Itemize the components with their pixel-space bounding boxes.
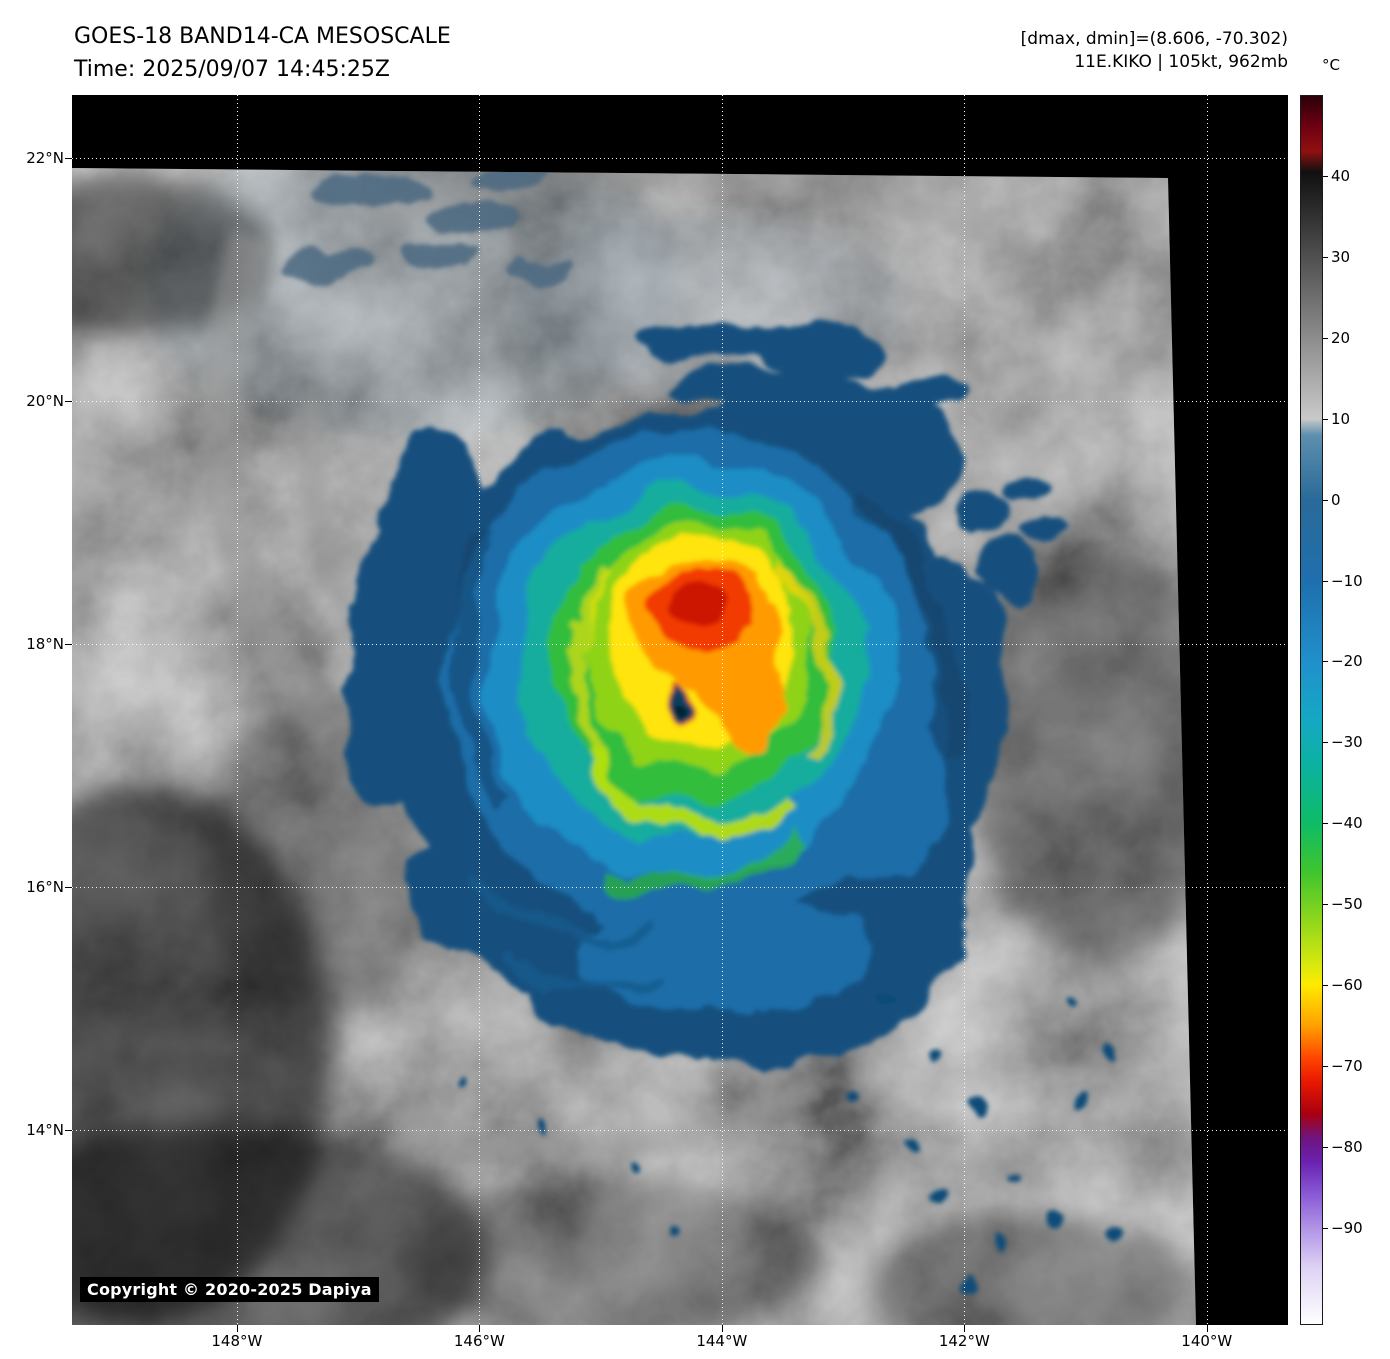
lat-tick-label: 22°N bbox=[26, 149, 64, 168]
colorbar-tick-mark bbox=[1323, 985, 1328, 987]
colorbar-tick-label: −80 bbox=[1331, 1137, 1363, 1156]
colorbar-tick-mark bbox=[1323, 418, 1328, 420]
copyright-label: Copyright © 2020-2025 Dapiya bbox=[80, 1277, 379, 1302]
colorbar-tick-label: −30 bbox=[1331, 733, 1363, 752]
lat-tick-mark bbox=[65, 1129, 72, 1131]
colorbar-tick-mark bbox=[1323, 337, 1328, 339]
colorbar-tick-label: −40 bbox=[1331, 814, 1363, 833]
spiral-bands bbox=[469, 559, 837, 989]
plot-area: Copyright © 2020-2025 Dapiya bbox=[72, 95, 1288, 1325]
storm-core bbox=[627, 561, 783, 758]
lat-tick-label: 16°N bbox=[26, 877, 64, 896]
colorbar-tick-mark bbox=[1323, 499, 1328, 501]
colorbar-tick-mark bbox=[1323, 256, 1328, 258]
lat-gridline bbox=[72, 158, 1288, 160]
colorbar-tick-label: −10 bbox=[1331, 571, 1363, 590]
storm-info: 11E.KIKO | 105kt, 962mb bbox=[1074, 52, 1288, 72]
page-title: GOES-18 BAND14-CA MESOSCALE bbox=[74, 24, 451, 49]
lon-tick-label: 140°W bbox=[1181, 1332, 1233, 1350]
colorbar-tick-mark bbox=[1323, 1227, 1328, 1229]
timestamp: Time: 2025/09/07 14:45:25Z bbox=[74, 57, 390, 82]
lat-gridline bbox=[72, 400, 1288, 402]
dmax-dmin-info: [dmax, dmin]=(8.606, -70.302) bbox=[1020, 29, 1288, 49]
colorbar-tick-mark bbox=[1323, 904, 1328, 906]
lon-gridline bbox=[964, 95, 966, 1325]
colorbar-tick-mark bbox=[1323, 580, 1328, 582]
thin-cloud-patches bbox=[284, 169, 572, 280]
colorbar-tick-label: −50 bbox=[1331, 895, 1363, 914]
colorbar-unit-label: °C bbox=[1322, 56, 1340, 74]
storm-eye bbox=[666, 683, 700, 717]
lat-tick-label: 20°N bbox=[26, 391, 64, 410]
lon-tick-mark bbox=[479, 1325, 481, 1332]
lon-tick-mark bbox=[236, 1325, 238, 1332]
lat-tick-mark bbox=[65, 158, 72, 160]
colorbar-tick-mark bbox=[1323, 661, 1328, 663]
colorbar-tick-label: 10 bbox=[1331, 409, 1351, 428]
lat-tick-mark bbox=[65, 400, 72, 402]
colorbar-tick-mark bbox=[1323, 823, 1328, 825]
colorbar-tick-label: 30 bbox=[1331, 247, 1351, 266]
lon-tick-label: 148°W bbox=[211, 1332, 263, 1350]
lon-tick-mark bbox=[721, 1325, 723, 1332]
lon-tick-label: 146°W bbox=[453, 1332, 505, 1350]
colorbar-tick-mark bbox=[1323, 1066, 1328, 1068]
lat-tick-mark bbox=[65, 886, 72, 888]
lon-tick-label: 144°W bbox=[696, 1332, 748, 1350]
lat-gridline bbox=[72, 643, 1288, 645]
colorbar-tick-label: −90 bbox=[1331, 1218, 1363, 1237]
lat-gridline bbox=[72, 886, 1288, 888]
colorbar-tick-label: 0 bbox=[1331, 490, 1341, 509]
header: GOES-18 BAND14-CA MESOSCALE Time: 2025/0… bbox=[74, 20, 451, 86]
lon-gridline bbox=[1206, 95, 1208, 1325]
colorbar-tick-mark bbox=[1323, 175, 1328, 177]
scattered-cold-cells bbox=[447, 987, 1120, 1292]
lon-gridline bbox=[236, 95, 238, 1325]
hurricane-graphic bbox=[284, 169, 1120, 1292]
satellite-image bbox=[72, 95, 1288, 1325]
lon-tick-mark bbox=[964, 1325, 966, 1332]
colorbar-tick-mark bbox=[1323, 1146, 1328, 1148]
lat-tick-mark bbox=[65, 643, 72, 645]
lat-gridline bbox=[72, 1129, 1288, 1131]
colorbar-tick-label: −60 bbox=[1331, 976, 1363, 995]
scan-region bbox=[72, 168, 1196, 1325]
gray-cloud-bands bbox=[201, 168, 999, 1164]
lon-gridline bbox=[721, 95, 723, 1325]
lat-tick-label: 18°N bbox=[26, 634, 64, 653]
lat-tick-label: 14°N bbox=[26, 1120, 64, 1139]
colorbar-tick-label: 40 bbox=[1331, 166, 1351, 185]
info-block: [dmax, dmin]=(8.606, -70.302) 11E.KIKO |… bbox=[1021, 28, 1288, 74]
colorbar-tick-label: −20 bbox=[1331, 652, 1363, 671]
lon-tick-label: 142°W bbox=[938, 1332, 990, 1350]
lon-tick-mark bbox=[1206, 1325, 1208, 1332]
colorbar-tick-label: −70 bbox=[1331, 1057, 1363, 1076]
colorbar bbox=[1300, 95, 1323, 1325]
colorbar-tick-label: 20 bbox=[1331, 328, 1351, 347]
lon-gridline bbox=[479, 95, 481, 1325]
colorbar-tick-mark bbox=[1323, 742, 1328, 744]
